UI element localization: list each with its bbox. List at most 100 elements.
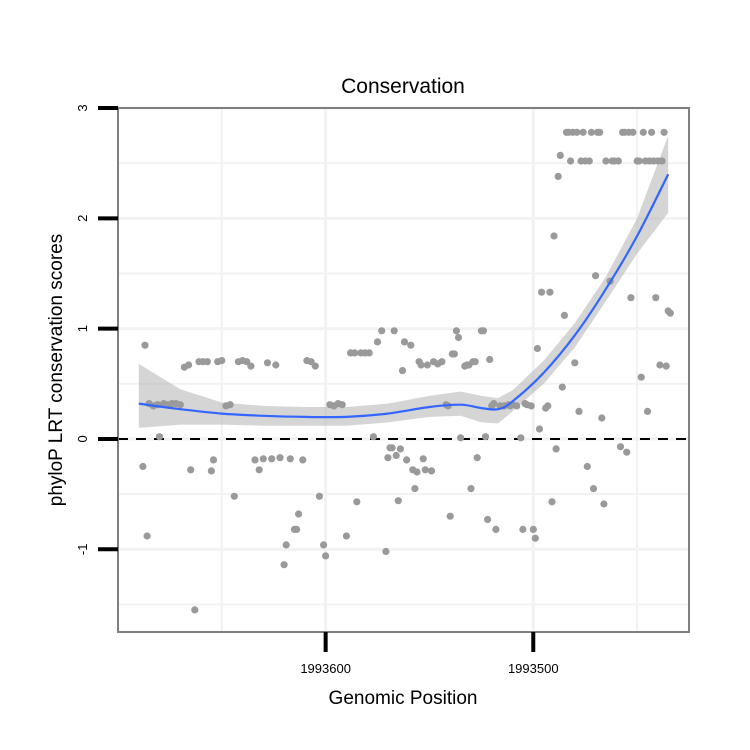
data-point (658, 157, 666, 165)
data-point (652, 294, 660, 302)
data-point (627, 294, 635, 302)
data-point (556, 151, 564, 159)
data-point (427, 467, 436, 475)
data-point (660, 128, 668, 136)
data-point (629, 128, 637, 136)
y-axis-label: phyloP LRT conservation scores (46, 234, 67, 507)
data-point (643, 407, 652, 415)
data-point (293, 525, 301, 534)
data-point (207, 467, 215, 475)
data-point (398, 367, 407, 375)
data-point (311, 362, 319, 370)
data-point (421, 466, 429, 474)
data-point (490, 400, 498, 408)
data-point (598, 414, 606, 422)
data-point (407, 341, 415, 349)
data-point (272, 361, 280, 369)
data-point (388, 444, 396, 452)
data-point (554, 172, 562, 180)
data-point (535, 425, 544, 433)
data-point (596, 128, 604, 136)
data-point (639, 128, 647, 136)
y-tick-label: 1 (75, 325, 90, 332)
data-point (452, 327, 460, 335)
data-point (513, 402, 521, 410)
data-point (550, 232, 558, 240)
data-point (637, 373, 645, 381)
data-point (268, 455, 276, 463)
data-point (450, 350, 458, 358)
smooth-line (138, 173, 670, 419)
data-point (623, 448, 631, 456)
chart-title: Conservation (341, 75, 465, 98)
data-point (209, 456, 218, 464)
data-point (365, 349, 373, 357)
data-point (263, 359, 272, 367)
data-point (600, 500, 608, 508)
data-point (384, 454, 392, 462)
data-point (467, 485, 475, 493)
data-point (538, 288, 546, 296)
data-point (155, 433, 164, 441)
data-point (662, 362, 670, 370)
data-point (481, 433, 490, 441)
confidence-band (138, 135, 669, 428)
data-point (446, 512, 454, 520)
data-point (579, 128, 587, 136)
data-point (230, 492, 238, 500)
data-point (320, 541, 328, 549)
data-point (390, 327, 398, 335)
data-point (403, 456, 411, 464)
data-point (218, 357, 226, 365)
data-point (373, 338, 382, 346)
data-point (575, 407, 583, 415)
data-point (573, 128, 581, 136)
data-point (454, 333, 463, 342)
data-point (143, 532, 151, 540)
data-point (185, 361, 193, 369)
data-point (479, 327, 487, 335)
data-point (286, 455, 294, 463)
data-point (492, 525, 500, 534)
data-point (141, 341, 149, 349)
data-point (282, 541, 290, 549)
data-point (353, 498, 361, 506)
data-point (587, 128, 596, 136)
data-point (533, 344, 542, 353)
data-point (438, 358, 446, 366)
data-point (280, 561, 288, 569)
data-point (583, 462, 591, 471)
y-tick-label: 3 (75, 104, 90, 111)
data-point (342, 532, 350, 540)
data-point (378, 327, 386, 335)
data-point (558, 383, 566, 391)
data-points (139, 128, 674, 614)
data-point (369, 433, 377, 441)
data-point (666, 309, 674, 317)
data-point (519, 525, 527, 534)
data-point (616, 443, 625, 451)
data-point (648, 128, 656, 136)
plot-border (117, 107, 690, 633)
data-point (602, 157, 610, 165)
data-point (423, 361, 431, 369)
data-point (517, 434, 525, 442)
data-point (299, 456, 307, 464)
data-point (295, 510, 303, 518)
data-point (338, 401, 346, 409)
data-point (635, 157, 643, 165)
data-point (471, 358, 479, 366)
y-tick-label: 0 (75, 435, 90, 442)
y-tick-label: -1 (75, 544, 90, 556)
data-point (527, 402, 535, 410)
data-point (656, 361, 664, 369)
data-point (322, 552, 330, 560)
data-point (413, 468, 421, 476)
data-point (351, 349, 359, 357)
x-axis-label: Genomic Position (329, 688, 478, 709)
data-point (529, 525, 537, 534)
x-tick-label: 1993600 (300, 661, 351, 676)
data-point (382, 547, 390, 556)
data-point (417, 361, 425, 369)
